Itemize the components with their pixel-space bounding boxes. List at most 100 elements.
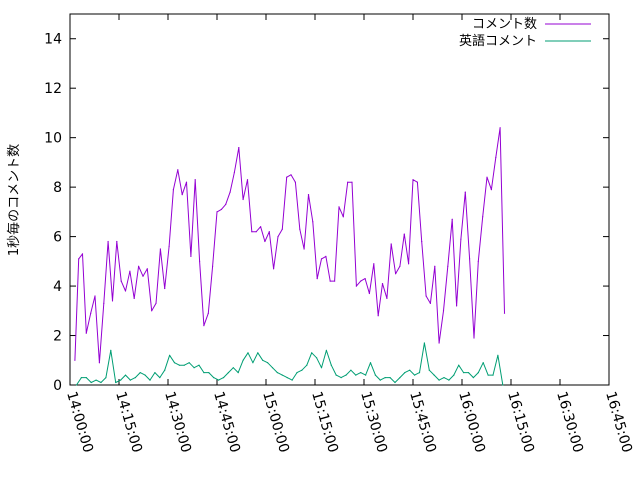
data-point <box>404 372 406 374</box>
data-point <box>85 332 87 334</box>
legend-label: コメント数 <box>472 17 537 32</box>
data-point <box>178 364 180 366</box>
data-point <box>207 312 209 314</box>
data-point <box>364 278 366 280</box>
data-point <box>342 216 344 218</box>
data-point <box>247 352 249 354</box>
data-point <box>390 243 392 245</box>
y-tick-label: 0 <box>53 378 62 394</box>
data-point <box>291 379 293 381</box>
data-point <box>107 240 109 243</box>
data-point <box>303 248 305 250</box>
data-point <box>85 377 87 379</box>
data-point <box>351 181 353 183</box>
data-point <box>495 156 497 159</box>
data-point <box>271 367 274 369</box>
data-point <box>203 372 205 374</box>
data-point <box>149 379 151 381</box>
data-point <box>90 381 92 384</box>
data-point <box>218 379 220 381</box>
data-point <box>301 369 303 371</box>
data-point <box>486 176 488 178</box>
data-point <box>311 352 313 354</box>
data-point <box>120 379 122 381</box>
data-point <box>238 147 240 149</box>
data-point <box>120 280 122 282</box>
data-point <box>463 372 465 374</box>
x-tick-label: 16:30:00 <box>553 390 586 455</box>
data-point <box>438 379 440 381</box>
y-tick-label: 10 <box>44 131 62 147</box>
x-tick-label: 14:45:00 <box>210 390 243 455</box>
data-point <box>464 191 466 193</box>
data-point <box>460 238 462 240</box>
data-point <box>340 377 342 379</box>
data-point <box>115 381 117 384</box>
data-point <box>394 381 396 384</box>
data-point <box>116 240 118 243</box>
data-point <box>124 374 127 376</box>
data-point <box>368 292 370 295</box>
data-point <box>329 280 331 282</box>
data-point <box>237 372 239 374</box>
data-point <box>203 325 205 327</box>
data-point <box>134 377 136 379</box>
data-point <box>268 231 270 233</box>
plot-frame <box>69 13 610 386</box>
data-point <box>492 374 494 376</box>
data-point <box>229 191 231 193</box>
data-point <box>155 302 157 304</box>
data-point <box>257 352 259 354</box>
data-point <box>276 372 278 374</box>
data-point <box>355 374 357 376</box>
data-point <box>477 260 479 262</box>
x-tick-labels: 14:00:00 14:15:00 14:30:00 14:45:00 15:00:00… <box>63 390 635 455</box>
data-point <box>146 268 148 270</box>
data-point <box>242 198 244 201</box>
data-point <box>129 379 131 381</box>
data-point <box>81 253 84 255</box>
y-tick-label: 4 <box>53 279 62 295</box>
data-point <box>325 255 327 257</box>
data-point <box>213 377 215 379</box>
data-point <box>185 181 188 183</box>
data-point <box>193 367 195 369</box>
data-point <box>438 342 440 344</box>
data-point <box>110 349 112 351</box>
data-point <box>133 297 135 299</box>
data-point <box>306 364 308 366</box>
data-point <box>369 362 372 364</box>
data-point <box>467 372 470 374</box>
data-point <box>75 384 78 386</box>
data-point <box>365 374 367 376</box>
data-point <box>433 374 435 376</box>
data-point <box>188 362 190 364</box>
y-tick-label: 6 <box>53 230 62 246</box>
data-point <box>399 377 401 379</box>
data-point <box>260 226 262 228</box>
data-point <box>395 273 397 275</box>
data-point <box>423 342 425 344</box>
data-point <box>482 216 484 218</box>
data-point <box>389 377 391 379</box>
x-tick-label: 16:00:00 <box>455 390 488 455</box>
data-point <box>90 312 92 314</box>
data-point <box>434 265 436 267</box>
data-point <box>414 374 416 376</box>
data-point <box>220 208 222 210</box>
x-tick-label: 14:15:00 <box>112 390 145 455</box>
data-point <box>316 357 318 359</box>
data-point <box>164 287 166 290</box>
y-axis-title: 1秒毎のコメント数 <box>6 144 22 256</box>
data-point <box>212 265 214 267</box>
data-point <box>183 364 185 366</box>
data-point <box>222 377 225 379</box>
data-point <box>232 367 234 369</box>
data-point <box>409 369 411 371</box>
data-point <box>199 260 201 262</box>
data-point <box>225 203 227 205</box>
data-point <box>273 268 275 270</box>
data-point <box>490 189 492 191</box>
